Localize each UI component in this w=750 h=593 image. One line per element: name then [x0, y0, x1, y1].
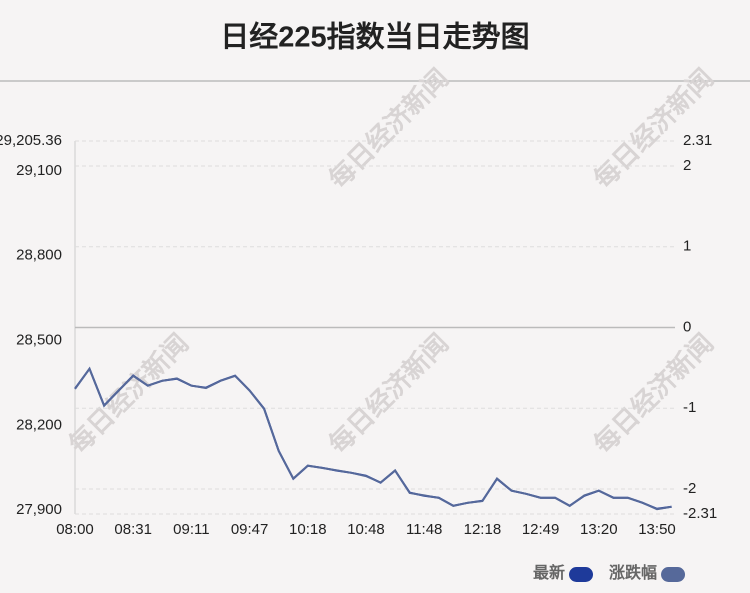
x-tick-label: 09:47 [231, 521, 269, 538]
legend-swatch [661, 567, 686, 582]
y-tick-label: 29,205.36 [0, 132, 62, 149]
y-tick-label: 28,200 [16, 416, 62, 433]
y-tick-label: 29,100 [16, 162, 62, 179]
x-tick-label: 13:50 [638, 521, 676, 538]
legend-label: 最新 [533, 563, 565, 582]
x-tick-label: 13:20 [580, 521, 618, 538]
series-line [74, 366, 672, 511]
chart-title: 日经225指数当日走势图 [220, 20, 529, 54]
x-tick-label: 10:18 [289, 521, 327, 538]
legend-label: 涨跌幅 [609, 563, 657, 582]
x-tick-label: 08:31 [114, 521, 152, 538]
x-tick-label: 12:18 [464, 521, 502, 538]
y2-tick-label: 2 [683, 157, 691, 174]
y-tick-label: 28,800 [16, 247, 62, 264]
y2-tick-label: -2.31 [683, 505, 717, 522]
legend-swatch [569, 567, 594, 582]
y2-tick-label: -1 [683, 399, 696, 416]
y-tick-label: 28,500 [16, 331, 62, 348]
y2-tick-label: -2 [683, 480, 696, 497]
watermark: 每日经济新闻 [588, 328, 720, 460]
y2-tick-label: 0 [683, 318, 691, 335]
watermark: 每日经济新闻 [588, 63, 720, 195]
x-tick-label: 08:00 [56, 521, 94, 538]
watermark: 每日经济新闻 [63, 328, 195, 460]
watermark: 每日经济新闻 [323, 63, 455, 195]
x-tick-label: 11:48 [406, 521, 442, 538]
y2-tick-label: 1 [683, 238, 691, 255]
y2-tick-label: 2.31 [683, 132, 712, 149]
x-tick-label: 12:49 [522, 521, 560, 538]
y-tick-label: 27,900 [16, 501, 62, 518]
watermark: 每日经济新闻 [323, 328, 455, 460]
x-tick-label: 09:11 [173, 521, 209, 538]
x-tick-label: 10:48 [347, 521, 385, 538]
